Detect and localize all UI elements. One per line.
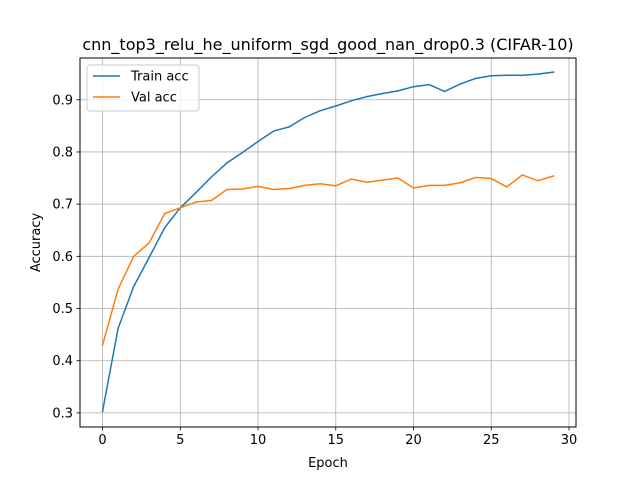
x-tick-label: 30	[561, 433, 578, 448]
data-point-train-acc	[210, 176, 213, 178]
data-point-val-acc	[319, 183, 321, 185]
data-point-val-acc	[303, 184, 306, 187]
x-tick-label: 5	[176, 433, 184, 448]
data-point-train-acc	[552, 71, 555, 73]
data-point-train-acc	[148, 256, 150, 259]
data-point-train-acc	[257, 140, 259, 143]
data-point-train-acc	[381, 92, 384, 95]
legend-label-val: Val acc	[131, 91, 177, 106]
data-point-val-acc	[490, 177, 493, 180]
data-point-train-acc	[412, 85, 415, 88]
data-point-val-acc	[381, 179, 384, 181]
data-point-val-acc	[117, 288, 119, 290]
data-point-train-acc	[443, 90, 446, 93]
data-point-train-acc	[459, 83, 461, 85]
x-tick-label: 0	[98, 433, 106, 448]
x-tick-label: 10	[250, 433, 267, 448]
data-point-train-acc	[350, 100, 353, 102]
data-point-val-acc	[459, 181, 461, 184]
x-axis: 0 5 10 15 20 25 30	[98, 427, 577, 448]
data-point-val-acc	[288, 187, 290, 190]
x-axis-label: Epoch	[308, 456, 348, 471]
y-tick-label: 0.8	[52, 145, 73, 160]
data-point-train-acc	[272, 130, 275, 132]
data-point-val-acc	[552, 175, 555, 177]
data-point-val-acc	[241, 188, 244, 190]
data-point-train-acc	[521, 74, 524, 76]
data-point-train-acc	[226, 162, 228, 164]
data-point-train-acc	[428, 83, 430, 86]
data-point-val-acc	[163, 212, 166, 215]
chart-title: cnn_top3_relu_he_uniform_sgd_good_nan_dr…	[82, 35, 573, 55]
data-point-train-acc	[163, 226, 166, 229]
data-point-val-acc	[257, 185, 259, 188]
data-point-train-acc	[101, 410, 104, 413]
data-point-val-acc	[350, 178, 353, 180]
data-point-val-acc	[210, 199, 213, 202]
data-point-val-acc	[412, 187, 415, 189]
data-point-train-acc	[474, 77, 477, 80]
y-tick-label: 0.5	[52, 302, 73, 317]
data-point-train-acc	[132, 285, 135, 288]
data-point-train-acc	[319, 109, 321, 112]
data-point-val-acc	[226, 188, 228, 191]
data-point-val-acc	[443, 184, 446, 187]
series-layer	[101, 71, 555, 413]
data-point-train-acc	[490, 74, 493, 77]
data-point-val-acc	[397, 177, 399, 179]
data-point-train-acc	[195, 191, 197, 194]
y-tick-label: 0.7	[52, 198, 73, 213]
data-point-val-acc	[179, 207, 182, 209]
series-line-val-acc	[101, 174, 555, 346]
data-point-val-acc	[506, 186, 508, 188]
y-axis-label: Accuracy	[29, 213, 44, 273]
data-point-val-acc	[335, 185, 337, 187]
data-point-val-acc	[101, 344, 104, 346]
data-point-train-acc	[303, 116, 306, 119]
legend: Train acc Val acc	[86, 64, 200, 112]
data-point-val-acc	[195, 201, 197, 203]
plot-frame	[79, 57, 577, 428]
data-point-train-acc	[506, 74, 508, 76]
data-point-train-acc	[537, 73, 539, 75]
y-tick-label: 0.9	[52, 93, 73, 108]
data-point-val-acc	[366, 181, 368, 183]
data-point-val-acc	[132, 255, 135, 258]
data-point-train-acc	[117, 327, 119, 330]
y-tick-label: 0.6	[52, 250, 73, 265]
data-point-val-acc	[521, 174, 524, 176]
data-point-val-acc	[537, 179, 539, 182]
data-point-val-acc	[148, 242, 150, 244]
y-axis: 0.3 0.4 0.5 0.6 0.7 0.8 0.9	[52, 93, 80, 421]
data-point-train-acc	[335, 105, 337, 107]
x-tick-label: 20	[405, 433, 422, 448]
data-point-train-acc	[241, 151, 244, 154]
data-point-train-acc	[288, 126, 290, 128]
data-point-val-acc	[474, 176, 477, 179]
y-tick-label: 0.4	[52, 354, 73, 369]
x-tick-label: 15	[328, 433, 345, 448]
data-point-train-acc	[397, 90, 399, 92]
data-point-val-acc	[428, 184, 430, 187]
series-line-train-acc	[101, 71, 555, 413]
data-point-val-acc	[272, 188, 275, 191]
y-tick-label: 0.3	[52, 406, 73, 421]
grid	[80, 58, 576, 427]
data-point-train-acc	[366, 95, 368, 98]
x-tick-label: 25	[483, 433, 500, 448]
legend-label-train: Train acc	[130, 70, 189, 85]
